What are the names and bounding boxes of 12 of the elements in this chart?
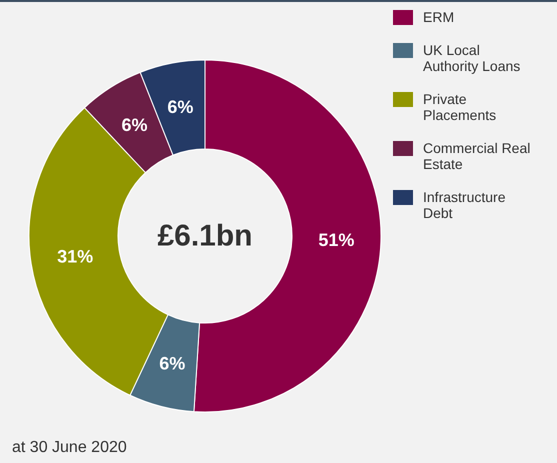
legend-label: Private Placements <box>423 91 496 123</box>
data-label: 51% <box>318 230 354 250</box>
legend-label: Infrastructure Debt <box>423 189 506 221</box>
legend-label: UK Local Authority Loans <box>423 42 520 74</box>
text: £6.1bn <box>157 220 253 252</box>
legend-label: ERM <box>423 9 454 25</box>
data-label: 6% <box>159 353 186 374</box>
data-label: 31% <box>57 246 94 267</box>
data-label: 6% <box>167 96 194 117</box>
legend-label: Commercial Real Estate <box>423 140 530 172</box>
data-label: 6% <box>122 114 148 135</box>
text: at 30 June 2020 <box>12 439 127 456</box>
